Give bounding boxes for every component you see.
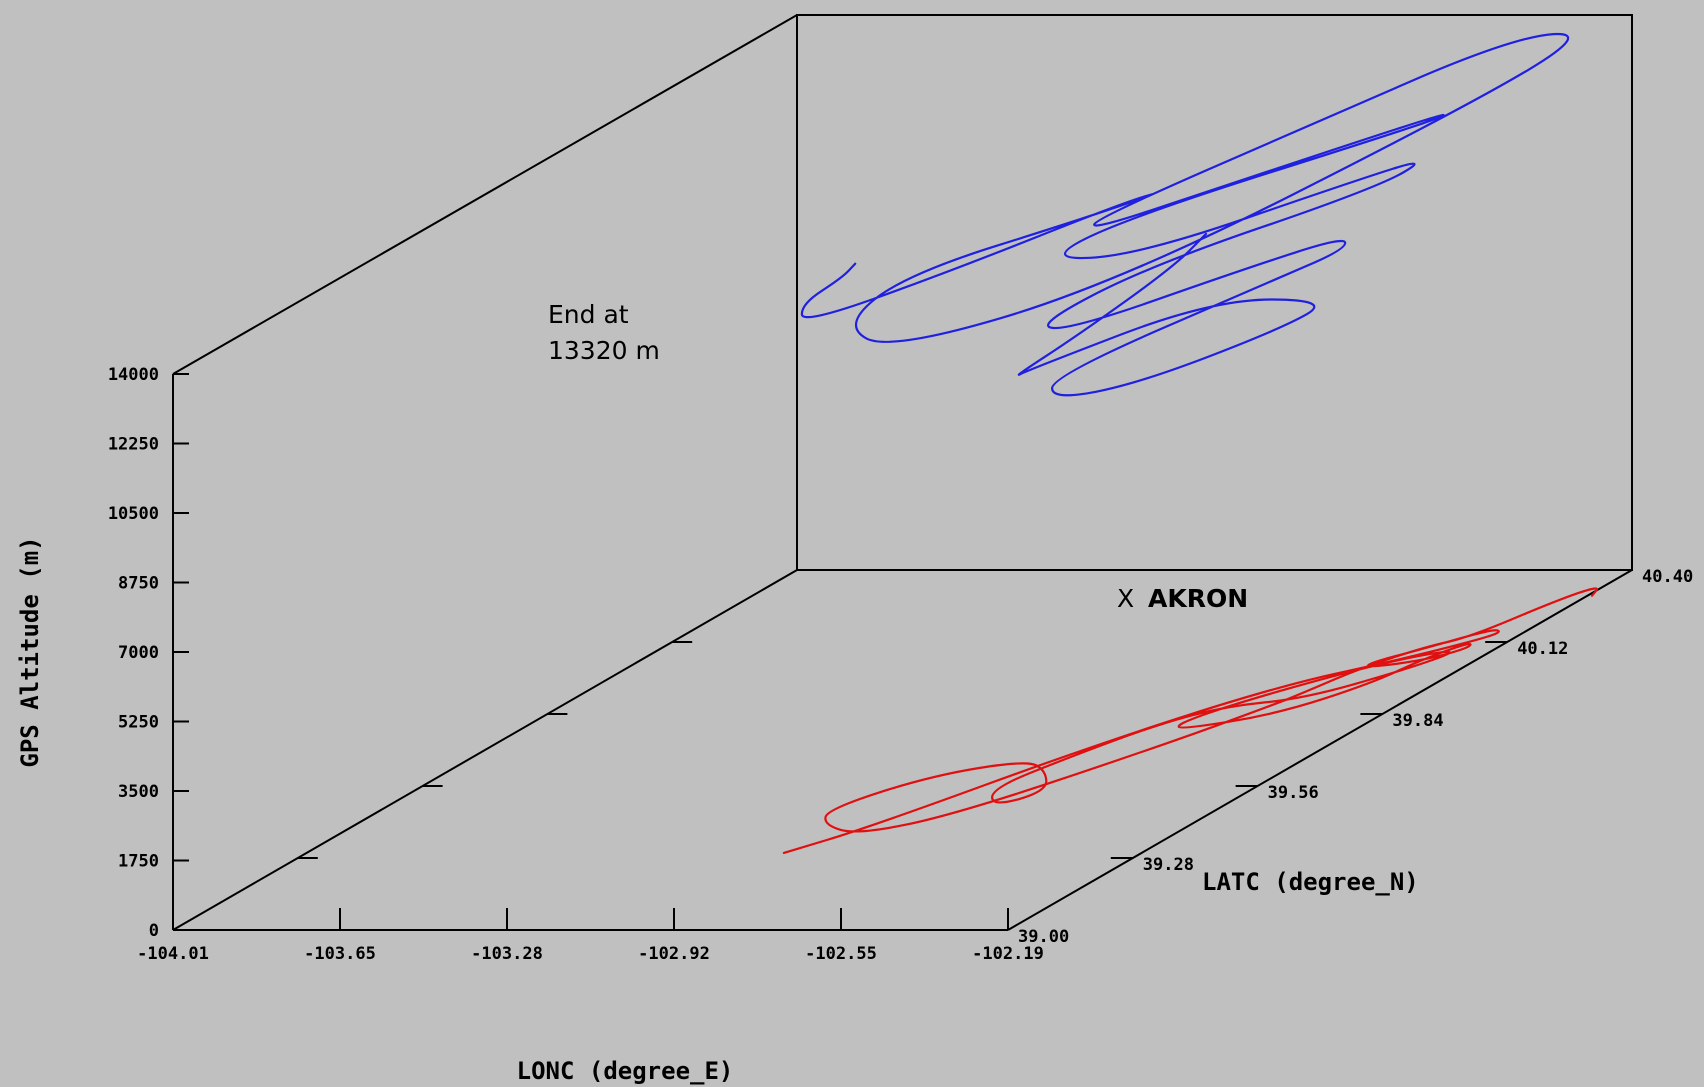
altitude-tick-label: 7000 (118, 643, 159, 663)
altitude-tick-label: 0 (149, 921, 159, 941)
altitude-tick-label: 1750 (118, 852, 159, 872)
depth-edge-bottom-left (172, 569, 798, 931)
lonc-axis-ticks: -104.01 -103.65 -103.28 -102.92 -102.55 -102.… (137, 908, 1044, 964)
flight-tracks (782, 32, 1599, 854)
altitude-tick-label: 10500 (108, 504, 159, 524)
altitude-tick-label: 12250 (108, 435, 159, 455)
z-axis-title: GPS Altitude (m) (16, 536, 44, 767)
latc-tick-label: 39.56 (1268, 783, 1319, 803)
lonc-tick-label: -102.55 (805, 944, 877, 964)
latc-tick-label: 39.00 (1018, 927, 1069, 947)
latc-tick-label: 39.28 (1143, 855, 1194, 875)
altitude-tick-label: 14000 (108, 365, 159, 385)
altitude-track-line (800, 32, 1570, 397)
y-axis-title: LATC (degree_N) (1202, 868, 1419, 896)
end-annotation-line1: End at (548, 300, 629, 329)
latc-tick-label: 40.12 (1517, 639, 1568, 659)
lonc-tick-label: -102.92 (638, 944, 710, 964)
latc-axis-ticks: 39.00 39.28 39.56 39.84 40.12 40.40 (1018, 567, 1693, 947)
lonc-tick-label: -103.65 (304, 944, 376, 964)
lonc-tick-label: -104.01 (137, 944, 209, 964)
end-annotation-line2: 13320 m (548, 336, 660, 365)
floor-ticks (297, 641, 693, 859)
altitude-axis-ticks: 0 1750 3500 5250 7000 8750 10500 12250 14000 (108, 365, 189, 941)
depth-edge-top-left (172, 14, 798, 375)
station-marker: X (1117, 584, 1134, 613)
lonc-tick-label: -103.28 (471, 944, 543, 964)
latc-tick-label: 39.84 (1392, 711, 1443, 731)
lonc-tick-label: -102.19 (972, 944, 1044, 964)
x-axis-title: LONC (degree_E) (517, 1057, 734, 1085)
altitude-tick-label: 5250 (118, 713, 159, 733)
depth-edge-bottom-right (1007, 569, 1633, 931)
back-wall (796, 14, 1633, 571)
ground-track-line (782, 587, 1599, 854)
latc-tick-label: 40.40 (1642, 567, 1693, 587)
altitude-tick-label: 3500 (118, 782, 159, 802)
station-label: AKRON (1148, 584, 1248, 613)
plot-frame (172, 14, 1633, 931)
altitude-tick-label: 8750 (118, 574, 159, 594)
